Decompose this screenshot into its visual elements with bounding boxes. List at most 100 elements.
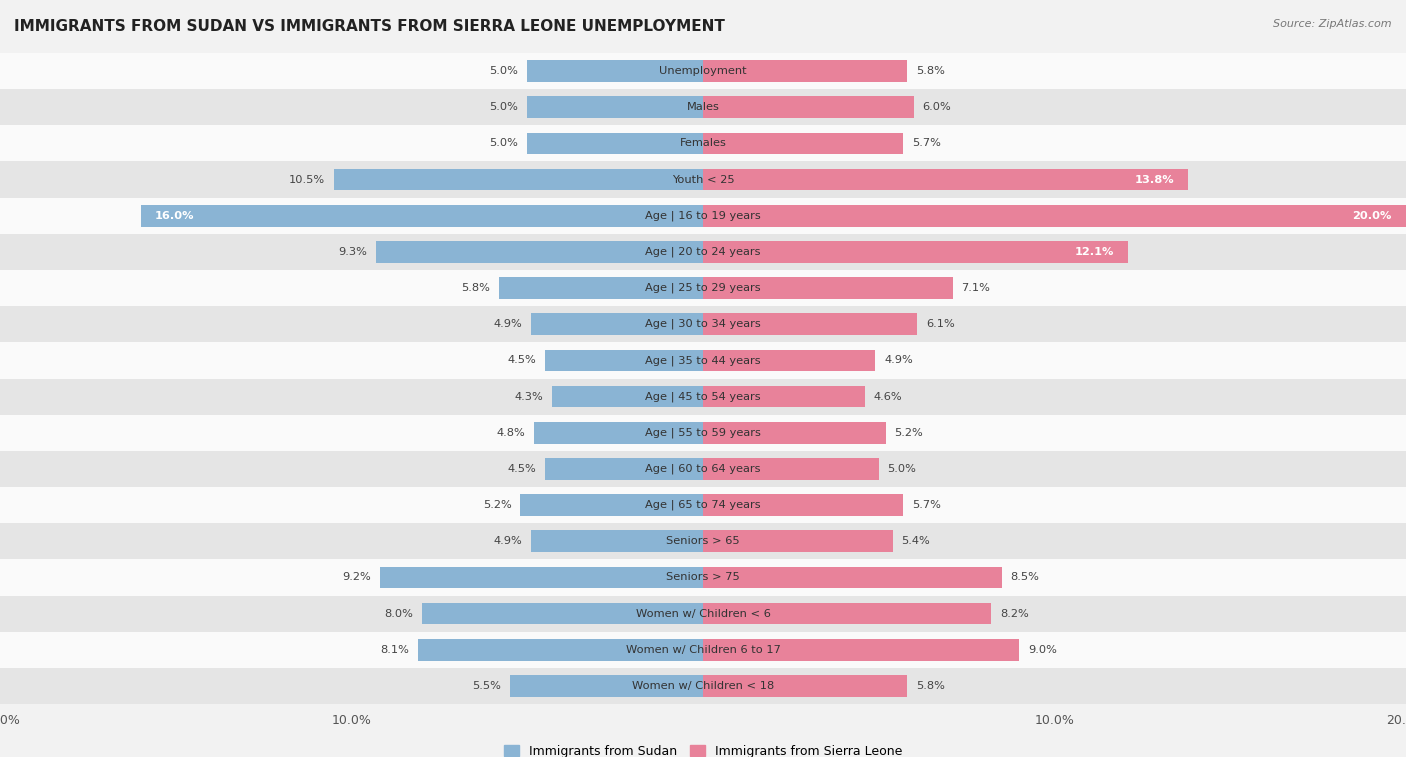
Text: Age | 65 to 74 years: Age | 65 to 74 years: [645, 500, 761, 510]
Bar: [0, 596, 1406, 631]
Text: Age | 25 to 29 years: Age | 25 to 29 years: [645, 283, 761, 293]
Bar: [0, 378, 1406, 415]
Text: 5.7%: 5.7%: [912, 500, 941, 510]
Bar: [0, 451, 1406, 487]
Text: 7.1%: 7.1%: [962, 283, 990, 293]
Bar: [703, 205, 1406, 226]
Text: Age | 60 to 64 years: Age | 60 to 64 years: [645, 464, 761, 474]
Text: Males: Males: [686, 102, 720, 112]
Bar: [0, 631, 1406, 668]
Text: 5.2%: 5.2%: [482, 500, 512, 510]
Bar: [703, 675, 907, 696]
Bar: [703, 96, 914, 118]
Bar: [0, 415, 1406, 451]
Bar: [499, 277, 703, 299]
Text: Age | 55 to 59 years: Age | 55 to 59 years: [645, 428, 761, 438]
Bar: [0, 668, 1406, 704]
Bar: [703, 132, 904, 154]
Text: 20.0%: 20.0%: [1353, 210, 1392, 221]
Text: 5.0%: 5.0%: [489, 139, 519, 148]
Text: 5.8%: 5.8%: [915, 66, 945, 76]
Bar: [0, 306, 1406, 342]
Bar: [510, 675, 703, 696]
Text: 8.5%: 8.5%: [1011, 572, 1039, 582]
Bar: [0, 161, 1406, 198]
Bar: [0, 234, 1406, 270]
Text: Females: Females: [679, 139, 727, 148]
Bar: [703, 241, 1129, 263]
Bar: [422, 603, 703, 625]
Text: 4.5%: 4.5%: [508, 464, 536, 474]
Text: 6.0%: 6.0%: [922, 102, 952, 112]
Text: 4.9%: 4.9%: [884, 356, 912, 366]
Text: 9.3%: 9.3%: [339, 247, 367, 257]
Text: 4.5%: 4.5%: [508, 356, 536, 366]
Text: 13.8%: 13.8%: [1135, 175, 1174, 185]
Bar: [0, 270, 1406, 306]
Text: Women w/ Children < 6: Women w/ Children < 6: [636, 609, 770, 618]
Text: Age | 20 to 24 years: Age | 20 to 24 years: [645, 247, 761, 257]
Text: Unemployment: Unemployment: [659, 66, 747, 76]
Bar: [0, 559, 1406, 596]
Bar: [703, 458, 879, 480]
Bar: [534, 422, 703, 444]
Text: 9.0%: 9.0%: [1028, 645, 1057, 655]
Text: 5.8%: 5.8%: [915, 681, 945, 691]
Bar: [527, 96, 703, 118]
Text: Women w/ Children < 18: Women w/ Children < 18: [631, 681, 775, 691]
Text: 5.0%: 5.0%: [489, 66, 519, 76]
Bar: [703, 350, 875, 371]
Bar: [527, 132, 703, 154]
Bar: [531, 531, 703, 552]
Text: 8.0%: 8.0%: [384, 609, 413, 618]
Text: 5.8%: 5.8%: [461, 283, 491, 293]
Bar: [0, 487, 1406, 523]
Text: 8.1%: 8.1%: [381, 645, 409, 655]
Bar: [703, 566, 1001, 588]
Bar: [703, 531, 893, 552]
Text: 5.7%: 5.7%: [912, 139, 941, 148]
Text: 9.2%: 9.2%: [342, 572, 371, 582]
Bar: [703, 313, 917, 335]
Text: 10.5%: 10.5%: [290, 175, 325, 185]
Bar: [703, 169, 1188, 191]
Text: 5.2%: 5.2%: [894, 428, 924, 438]
Bar: [546, 458, 703, 480]
Text: 16.0%: 16.0%: [155, 210, 194, 221]
Bar: [419, 639, 703, 661]
Text: 5.5%: 5.5%: [472, 681, 501, 691]
Text: IMMIGRANTS FROM SUDAN VS IMMIGRANTS FROM SIERRA LEONE UNEMPLOYMENT: IMMIGRANTS FROM SUDAN VS IMMIGRANTS FROM…: [14, 19, 725, 34]
Bar: [527, 61, 703, 82]
Text: 8.2%: 8.2%: [1000, 609, 1029, 618]
Text: Women w/ Children 6 to 17: Women w/ Children 6 to 17: [626, 645, 780, 655]
Bar: [703, 386, 865, 407]
Text: Source: ZipAtlas.com: Source: ZipAtlas.com: [1274, 19, 1392, 29]
Bar: [0, 53, 1406, 89]
Text: Age | 35 to 44 years: Age | 35 to 44 years: [645, 355, 761, 366]
Bar: [703, 639, 1019, 661]
Text: Age | 30 to 34 years: Age | 30 to 34 years: [645, 319, 761, 329]
Text: Age | 45 to 54 years: Age | 45 to 54 years: [645, 391, 761, 402]
Text: 5.0%: 5.0%: [887, 464, 917, 474]
Bar: [546, 350, 703, 371]
Bar: [0, 342, 1406, 378]
Text: 5.4%: 5.4%: [901, 536, 931, 547]
Text: 4.8%: 4.8%: [496, 428, 526, 438]
Text: 4.6%: 4.6%: [873, 391, 903, 401]
Text: Seniors > 65: Seniors > 65: [666, 536, 740, 547]
Bar: [0, 126, 1406, 161]
Text: 4.3%: 4.3%: [515, 391, 543, 401]
Text: 4.9%: 4.9%: [494, 536, 522, 547]
Text: 4.9%: 4.9%: [494, 319, 522, 329]
Bar: [703, 603, 991, 625]
Bar: [0, 198, 1406, 234]
Text: 5.0%: 5.0%: [489, 102, 519, 112]
Bar: [520, 494, 703, 516]
Bar: [703, 277, 953, 299]
Bar: [551, 386, 703, 407]
Text: 12.1%: 12.1%: [1074, 247, 1114, 257]
Bar: [0, 523, 1406, 559]
Bar: [380, 566, 703, 588]
Text: Age | 16 to 19 years: Age | 16 to 19 years: [645, 210, 761, 221]
Text: Youth < 25: Youth < 25: [672, 175, 734, 185]
